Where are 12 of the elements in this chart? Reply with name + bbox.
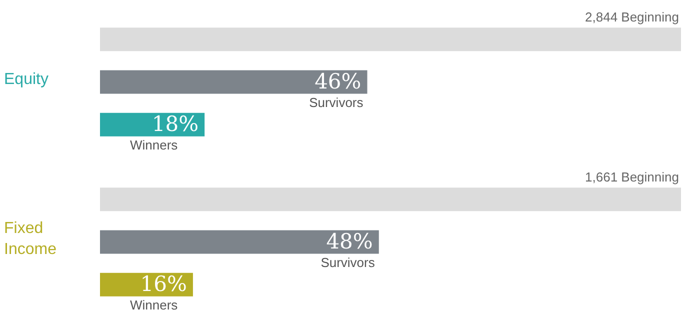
data-label: 46%	[314, 69, 362, 94]
y-tick-label: Winners	[130, 137, 178, 152]
annotation: 1,661 Beginning	[585, 170, 679, 185]
data-label: 16%	[140, 272, 187, 296]
annotation: 2,844 Beginning	[585, 10, 679, 25]
y-tick-label: Survivors	[320, 254, 376, 270]
y-tick-label: Winners	[130, 297, 178, 312]
text: Equity	[3, 70, 50, 90]
text: Fixed Income	[3, 219, 58, 260]
data-label: 18%	[152, 112, 199, 136]
y-tick-label: Survivors	[309, 94, 364, 110]
data-label: 48%	[326, 229, 373, 254]
